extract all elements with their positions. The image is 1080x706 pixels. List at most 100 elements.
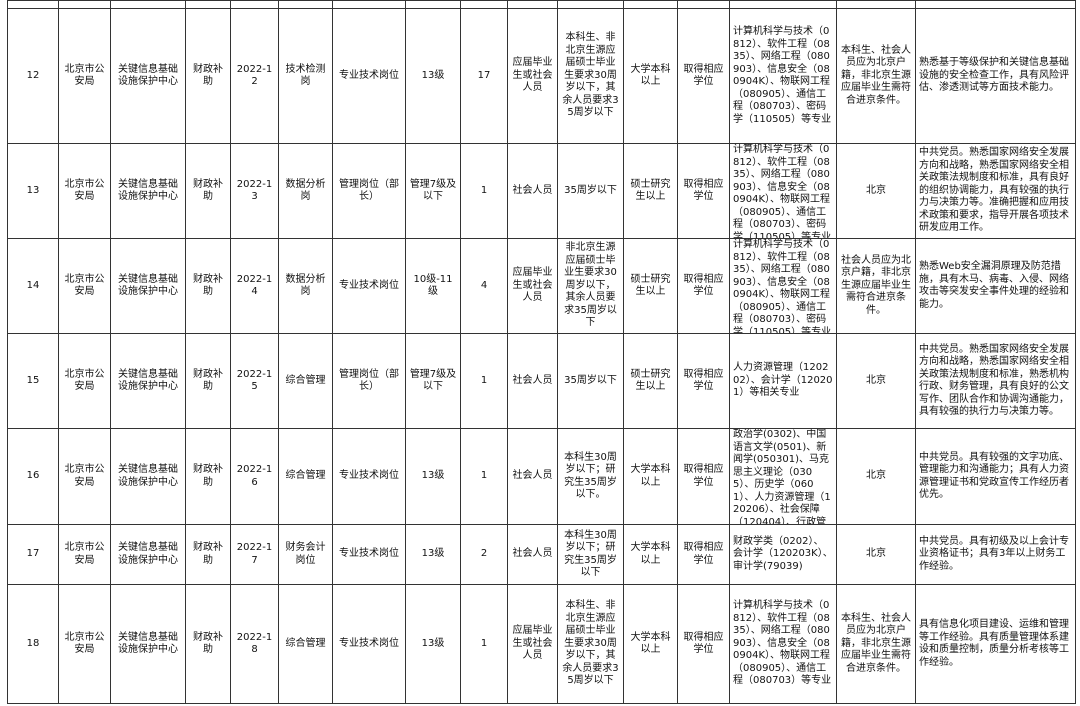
- cell: 2022-14: [230, 238, 279, 334]
- cell: 中共党员。熟悉国家网络安全发展方向和战略，熟悉国家网络安全相关政策法规制度和标准…: [915, 143, 1076, 239]
- cell: 硕士研究生以上: [623, 143, 678, 239]
- cell: 熟悉Web安全漏洞原理及防范措施，具有木马、病毒、入侵、网络攻击等突发安全事件处…: [915, 238, 1076, 334]
- cell: 中共党员。熟悉国家网络安全发展方向和战略，熟悉国家网络安全相关政策法规制度和标准…: [915, 333, 1076, 429]
- cell-text: 14: [26, 279, 40, 291]
- cell: 北京: [836, 143, 916, 239]
- cell: 2022-13: [230, 143, 279, 239]
- cell-text: 13: [26, 184, 40, 196]
- cell: 13级: [405, 524, 461, 585]
- cell-text: 取得相应学位: [683, 63, 724, 88]
- cell: 计算机科学与技术（0812）、软件工程（0835）、网络工程（080903）、信…: [729, 238, 837, 334]
- cell: 计算机科学与技术（0812）、软件工程（0835）、网络工程（080903）、信…: [729, 143, 837, 239]
- cell-text: 应届毕业生或社会人员: [512, 625, 553, 662]
- cell-text: 计算机科学与技术（0812）、软件工程（0835）、网络工程（080903）、信…: [733, 144, 832, 238]
- cell-text: 35周岁以下: [564, 374, 617, 386]
- cell-text: 财政补助: [193, 631, 223, 656]
- cell: 社会人员应为北京户籍，非北京生源应届毕业生需符合进京条件。: [836, 238, 916, 334]
- cell: 13级: [405, 428, 461, 525]
- cell-text: 具有信息化项目建设、运维和管理等工作经验。具有质量管理体系建设和质量控制，质量分…: [919, 619, 1069, 668]
- cell: 12: [7, 8, 59, 144]
- cell: 北京市公安局: [58, 333, 111, 429]
- cell: 财政补助: [185, 524, 231, 585]
- cell-text: 专业技术岗位: [339, 470, 399, 482]
- cell: [460, 0, 508, 9]
- table-row: 13 北京市公安局 关键信息基础设施保护中心 财政补助 2022-13 数据分析岗 管理岗位…: [7, 143, 1076, 239]
- cell: 17: [460, 8, 508, 144]
- cell: 北京市公安局: [58, 8, 111, 144]
- cell: 专业技术岗位: [332, 428, 406, 525]
- cell: 10级-11级: [405, 238, 461, 334]
- cell-text: 中共党员。具有较强的文字功底、管理能力和沟通能力；具有人力资源管理证书和党政宣传…: [919, 451, 1069, 501]
- cell: 大学本科以上: [623, 584, 678, 704]
- cell: 18: [7, 584, 59, 704]
- cell-text: 取得相应学位: [683, 178, 724, 203]
- cell-text: 17: [26, 548, 40, 560]
- cell: 技术检测岗: [278, 8, 333, 144]
- cell-text: 本科生、非北京生源应届硕士毕业生要求30周岁以下，其余人员要求35周岁以下: [562, 600, 619, 687]
- cell-text: 本科生30周岁以下；研究生35周岁以下: [564, 529, 617, 579]
- cell: [557, 0, 624, 9]
- cell: 取得相应学位: [677, 333, 730, 429]
- cell-text: 取得相应学位: [683, 542, 724, 566]
- cell-text: 13级: [421, 548, 445, 560]
- cell-text: 取得相应学位: [683, 368, 724, 393]
- cell: [729, 0, 837, 9]
- cell: 2022-16: [230, 428, 279, 525]
- cell-text: 关键信息基础设施保护中心: [118, 631, 178, 656]
- cell-text: 2022-13: [236, 178, 273, 203]
- cell: 本科生、社会人员应为北京户籍，非北京生源应届毕业生需符合进京条件。: [836, 8, 916, 144]
- cell: 2: [460, 524, 508, 585]
- cell: 15: [7, 333, 59, 429]
- cell: 北京: [836, 333, 916, 429]
- cell: [230, 0, 279, 9]
- table-row: 14 北京市公安局 关键信息基础设施保护中心 财政补助 2022-14 数据分析岗 专业技术…: [7, 238, 1076, 334]
- cell: 本科生、非北京生源应届硕士毕业生要求30周岁以下，其余人员要求35周岁以下: [557, 584, 624, 704]
- cell: 专业技术岗位: [332, 584, 406, 704]
- cell: 财政补助: [185, 333, 231, 429]
- cell: [7, 0, 59, 9]
- cell: 管理7级及以下: [405, 333, 461, 429]
- cell-text: 社会人员: [512, 548, 553, 560]
- cell-text: 硕士研究生以上: [630, 178, 671, 203]
- cell-text: 2022-17: [236, 542, 273, 566]
- cell-text: 12: [26, 69, 40, 81]
- cell-text: 社会人员: [512, 470, 553, 482]
- cell: 北京市公安局: [58, 238, 111, 334]
- cell-text: 中共党员。熟悉国家网络安全发展方向和战略，熟悉国家网络安全相关政策法规制度和标准…: [919, 147, 1069, 234]
- cell: 财政补助: [185, 8, 231, 144]
- cell-text: 社会人员应为北京户籍，非北京生源应届毕业生需符合进京条件。: [841, 254, 911, 316]
- cell: 中共党员。具有较强的文字功底、管理能力和沟通能力；具有人力资源管理证书和党政宣传…: [915, 428, 1076, 525]
- cell: 35周岁以下: [557, 333, 624, 429]
- cell-text: 15: [26, 374, 40, 386]
- cell-text: 北京市公安局: [64, 368, 105, 393]
- cell: 熟悉基于等级保护和关键信息基础设施的安全检查工作，具有风险评估、渗透测试等方面技…: [915, 8, 1076, 144]
- cell-text: 北京: [866, 470, 886, 482]
- cell: 2022-17: [230, 524, 279, 585]
- cell-text: 管理7级及以下: [409, 368, 457, 393]
- cell: [836, 0, 916, 9]
- table-row: 18 北京市公安局 关键信息基础设施保护中心 财政补助 2022-18 综合管理 专业技术岗…: [7, 584, 1076, 704]
- cell: 关键信息基础设施保护中心: [110, 584, 186, 704]
- cell-text: 中共党员。具有初级及以上会计专业资格证书；具有3年以上财务工作经验。: [919, 535, 1069, 572]
- cell: 本科生、社会人员应为北京户籍，非北京生源应届毕业生需符合进京条件。: [836, 584, 916, 704]
- cell: 关键信息基础设施保护中心: [110, 333, 186, 429]
- cell: [110, 0, 186, 9]
- cell: 硕士研究生以上: [623, 333, 678, 429]
- cell-text: 政治学(0302)、中国语言文学(0501)、新闻学(050301)、马克思主义…: [733, 429, 831, 524]
- cell: 13: [7, 143, 59, 239]
- cell-text: 计算机科学与技术（0812）、软件工程（0835）、网络工程（080903）、信…: [733, 600, 832, 687]
- cell: 应届毕业生或社会人员: [507, 584, 558, 704]
- cell-text: 非北京生源应届硕士毕业生要求30周岁以下，其余人员要求35周岁以下: [564, 242, 617, 329]
- cell-text: 北京市公安局: [64, 178, 105, 203]
- cell: 应届毕业生或社会人员: [507, 238, 558, 334]
- cell: 计算机科学与技术（0812）、软件工程（0835）、网络工程（080903）、信…: [729, 584, 837, 704]
- cell: [623, 0, 678, 9]
- cell-text: 16: [26, 470, 40, 482]
- cell: 社会人员: [507, 428, 558, 525]
- cell: [278, 0, 333, 9]
- cell-text: 综合管理: [285, 374, 326, 386]
- cell: [185, 0, 231, 9]
- table-row: 16 北京市公安局 关键信息基础设施保护中心 财政补助 2022-16 综合管理 专业技术岗…: [7, 428, 1076, 525]
- cell-text: 财政补助: [193, 63, 223, 88]
